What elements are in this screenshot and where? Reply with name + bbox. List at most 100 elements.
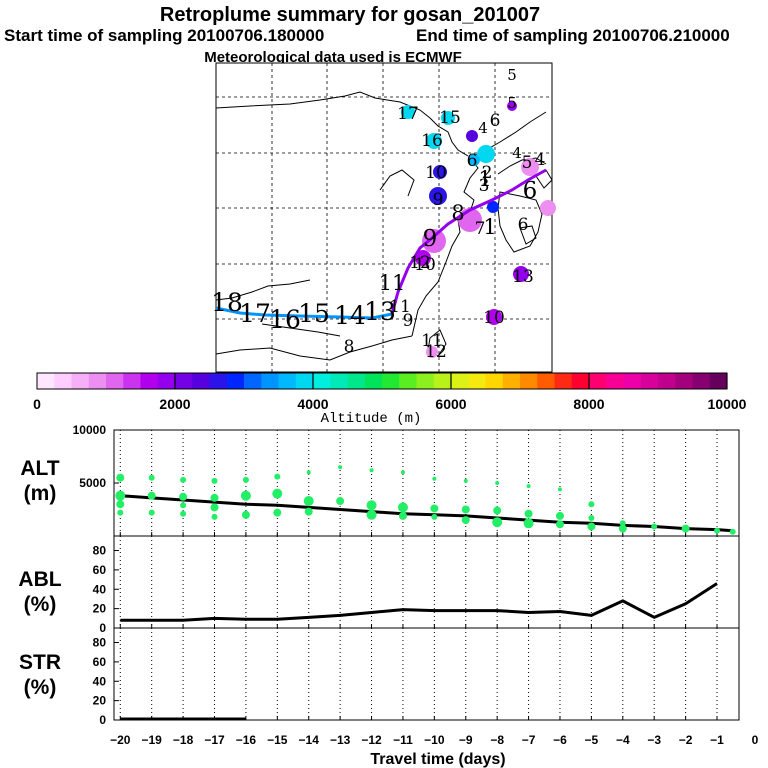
plume-particle-point [555,520,564,529]
plume-particle-point [304,507,313,516]
plume-particle-point [148,509,155,516]
plume-particle-point [555,511,564,520]
map-day-label: 12 [409,253,431,273]
colorbar-cell [54,373,73,389]
plume-particle-point [180,510,187,517]
plume-particle-point [240,490,251,501]
colorbar-cell [261,373,280,389]
colorbar-frame [36,372,728,390]
x-tick-label: −1 [710,733,724,747]
colorbar-cell [433,373,452,389]
map-day-label: 5 [507,94,517,112]
map-day-label: 10 [425,163,447,183]
y-tick-label: 60 [93,655,107,669]
colorbar-cell [589,373,607,389]
x-tick-label: −7 [522,733,536,747]
main-title: Retroplume summary for gosan_201007 [160,4,540,26]
colorbar-axis-label: Altitude (m) [321,411,422,427]
map-day-label: 13 [364,297,396,326]
colorbar-cell [192,373,211,389]
plume-particle-point [148,474,155,481]
x-tick-label: −5 [585,733,599,747]
colorbar-cell [692,373,711,389]
plume-particle-point [366,509,377,520]
colorbar-cell [606,373,625,389]
x-tick-label: −4 [616,733,630,747]
plume-particle-point [431,513,438,520]
colorbar-cell [451,373,469,389]
map-day-label: 16 [421,131,443,151]
end-time-title: End time of sampling 20100706.210000 [416,26,730,45]
map-day-label: 4 [512,144,522,162]
colorbar-cell [640,373,659,389]
map-day-label: 4 [535,150,546,170]
colorbar-tick-label: 2000 [159,396,190,412]
map-day-label: 15 [439,108,461,128]
map-day-label: 2 [482,163,493,183]
map-day-label: 1 [483,215,496,239]
map-day-label: 7 [475,219,486,239]
plume-particle-point [495,481,500,485]
colorbar-cell [485,373,504,389]
map-day-label: 14 [334,301,366,330]
colorbar-cell [347,373,366,389]
plume-particle-point [524,509,533,518]
plume-particle-point [303,496,314,507]
plume-particle-point [211,513,218,520]
plume-particle-point [523,518,534,529]
map-day-label: 10 [414,255,436,275]
y-tick-label: 80 [93,544,107,558]
abl-panel-unit: (%) [24,593,57,616]
trajectory-path-west [215,306,393,320]
alt-panel-frame [113,429,740,537]
colorbar-cell [295,373,314,389]
colorbar-cell [658,373,676,389]
plume-particle-point [211,477,218,484]
plume-particle-point [306,470,311,475]
x-tick-label: −13 [330,733,351,747]
map-day-label: 9 [433,190,444,210]
plume-particle-point [587,522,596,531]
map-day-label: 8 [344,337,355,357]
plume-particle-point [116,473,125,482]
plume-particle-point [651,523,658,530]
plume-particle-point [241,510,250,519]
colorbar-tick-label: 6000 [435,396,466,412]
map-day-label: 6 [523,178,538,204]
colorbar-cell [278,373,297,389]
x-tick-label: −10 [424,733,445,747]
map-day-label: 17 [239,299,271,328]
plume-particle-point [242,476,249,483]
str-panel-unit: (%) [24,676,57,699]
plume-particle-point [557,487,562,492]
x-tick-label: −18 [173,733,194,747]
x-tick-label: −17 [204,733,225,747]
y-tick-label: 10000 [73,423,107,437]
alt-panel-unit: (m) [24,482,57,505]
y-tick-label: 60 [93,563,107,577]
plume-particle-point [115,490,126,501]
plume-particle-point [369,468,374,473]
y-tick-label: 40 [93,674,107,688]
y-tick-label: 5000 [79,476,106,490]
plume-particle-point [338,465,343,470]
plume-particle-point [714,527,721,534]
colorbar-cell [416,373,435,389]
colorbar-cell [88,373,107,389]
str-panel-label: STR [19,651,61,674]
plume-particle-point [492,517,503,528]
plume-particle-point [461,516,470,525]
map-graticule [216,63,552,372]
plume-particle-point [180,476,187,483]
map-day-label: 5 [507,66,517,84]
plume-particle-point [397,502,408,513]
colorbar-cell [537,373,556,389]
colorbar-cell [364,373,383,389]
map-day-label: 17 [397,104,419,124]
colorbar-cell [623,373,642,389]
plume-particle-point [588,501,595,508]
colorbar-cell [244,373,262,389]
map-day-label: 15 [298,299,330,328]
